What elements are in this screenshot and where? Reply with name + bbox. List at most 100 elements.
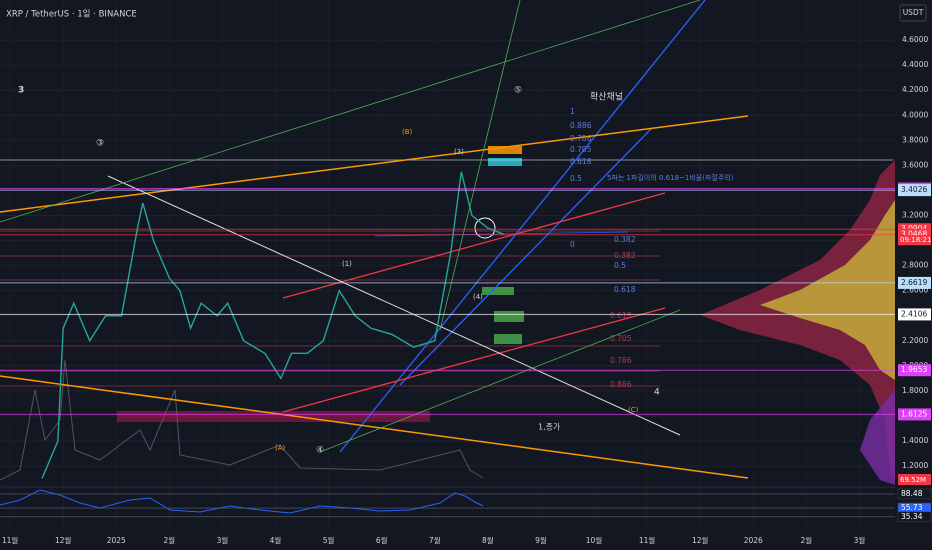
x-tick-label: 8월 xyxy=(482,535,494,545)
x-tick-label: 2월 xyxy=(164,535,176,545)
fib-label: 0.705 xyxy=(570,145,592,154)
price-tag-label: 2.4106 xyxy=(901,309,927,318)
x-tick-label: 2026 xyxy=(744,536,763,545)
annotation: 5파는 1파길이의 0.618~1비율(파절주의) xyxy=(607,173,734,182)
price-tag xyxy=(898,364,931,377)
x-tick-label: 10월 xyxy=(586,535,603,545)
y-tick-label: 4.6000 xyxy=(902,35,928,44)
y-tick-label: 4.0000 xyxy=(902,110,928,119)
price-axis xyxy=(895,0,932,550)
annotation: (3) xyxy=(454,148,464,156)
price-tag xyxy=(898,184,931,197)
rsi-tag xyxy=(897,488,932,500)
x-tick-label: 12월 xyxy=(55,535,72,545)
annotation: 확산채널 xyxy=(590,91,623,103)
annotation: (B) xyxy=(402,128,413,136)
x-tick-label: 11월 xyxy=(2,535,19,545)
currency-button[interactable] xyxy=(899,4,927,22)
y-tick-label: 2.2000 xyxy=(902,336,928,345)
y-tick-label: 1.2000 xyxy=(902,461,928,470)
y-tick-label: 1.4000 xyxy=(902,436,928,445)
x-tick-label: 7월 xyxy=(429,535,441,545)
y-tick-label: 4.4000 xyxy=(902,60,928,69)
y-tick-label: 4.2000 xyxy=(902,85,928,94)
y-tick-label: 3.2000 xyxy=(902,211,928,220)
annotations: 3 ③ ⑤ 확산채널 (B) (3) 5파는 1파길이의 0.618~1비율(파… xyxy=(18,86,734,456)
volume-tag-label: 69.52M xyxy=(900,476,926,484)
x-tick-label: 6월 xyxy=(376,535,388,545)
y-tick-label: 2.6000 xyxy=(902,286,928,295)
zone xyxy=(494,311,524,322)
fib-label: 0.786 xyxy=(570,134,592,143)
fib-label: 1 xyxy=(570,107,575,116)
fib-label: 0.618 xyxy=(614,285,636,294)
x-tick-label: 5월 xyxy=(323,535,335,545)
annotation: ④ xyxy=(316,446,324,456)
rsi-tag-label: 55.73 xyxy=(901,503,923,512)
price-tag-label: 3.0468 xyxy=(901,230,927,239)
annotation: ③ xyxy=(96,139,104,149)
y-tick-label: 3.8000 xyxy=(902,135,928,144)
fib-label: 0.5 xyxy=(570,174,582,183)
trend-lines xyxy=(0,0,749,479)
zone xyxy=(482,287,514,295)
x-tick-label: 4월 xyxy=(270,535,282,545)
zone xyxy=(494,334,522,344)
zone xyxy=(488,158,522,166)
volume-profile-low xyxy=(860,390,895,485)
annotation: 1,종가 xyxy=(538,423,561,432)
annotation: ⑤ xyxy=(514,86,522,96)
y-tick-label: 1.8000 xyxy=(902,386,928,395)
price-line xyxy=(41,171,505,479)
fib-label: 0 xyxy=(570,240,575,249)
volume-profile-poc xyxy=(760,200,895,380)
fib-label: 0.618 xyxy=(610,311,632,320)
fib-label: 0.786 xyxy=(610,356,632,365)
price-tag-label: 1.9653 xyxy=(901,365,927,374)
fib-label: 0.382 xyxy=(614,251,636,260)
price-tag xyxy=(898,408,931,421)
zone xyxy=(488,146,522,154)
price-tag xyxy=(898,276,931,289)
fib-labels: 1 0.886 0.786 0.705 0.618 0.5 0 0.382 0.… xyxy=(570,107,636,389)
volume-profile xyxy=(700,160,895,480)
fib-label: 0.618 xyxy=(570,157,592,166)
annotation: 4 xyxy=(654,388,660,398)
y-tick-label: 2.8000 xyxy=(902,261,928,270)
currency: USDT xyxy=(903,8,924,17)
countdown: 09:18:21 xyxy=(900,236,931,244)
x-tick-label: 3월 xyxy=(854,535,866,545)
volume-tag xyxy=(898,474,931,485)
y-tick-label: 3.6000 xyxy=(902,160,928,169)
x-tick-label: 3월 xyxy=(217,535,229,545)
zone xyxy=(117,411,430,422)
x-tick-label: 9월 xyxy=(535,535,547,545)
fib-label: 0.886 xyxy=(610,380,632,389)
fib-label: 0.5 xyxy=(614,261,626,270)
price-tag xyxy=(898,308,931,321)
title: XRP / TetherUS · 1일 · BINANCE xyxy=(6,10,137,20)
price-tag-label: 3.4026 xyxy=(901,185,927,194)
x-tick-label: 2월 xyxy=(801,535,813,545)
rsi-tag-label: 35.34 xyxy=(901,512,923,521)
annotation: (A) xyxy=(275,444,286,452)
fib-lines xyxy=(0,159,893,387)
x-tick-label: 11월 xyxy=(639,535,656,545)
annotation: 3 xyxy=(18,86,24,96)
annotation: (4) xyxy=(473,293,483,301)
annotation: (1) xyxy=(342,260,352,268)
fib-label: 0.886 xyxy=(570,121,592,130)
x-tick-label: 2025 xyxy=(107,536,126,545)
price-tag-label: 1.6125 xyxy=(901,409,927,418)
fib-label: 0.382 xyxy=(614,235,636,244)
countdown-bg xyxy=(898,235,931,246)
price-tag-label: 2.6619 xyxy=(901,278,927,287)
annotation: (C) xyxy=(628,406,639,414)
fib-label: 0.705 xyxy=(610,334,632,343)
rsi-tag xyxy=(897,511,932,523)
rsi-tag-label: 88.48 xyxy=(901,489,923,498)
x-tick-label: 12월 xyxy=(692,535,709,545)
